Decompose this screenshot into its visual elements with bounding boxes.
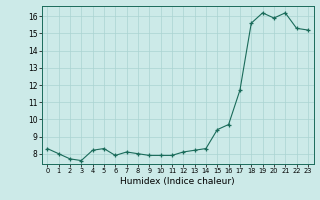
X-axis label: Humidex (Indice chaleur): Humidex (Indice chaleur) [120,177,235,186]
